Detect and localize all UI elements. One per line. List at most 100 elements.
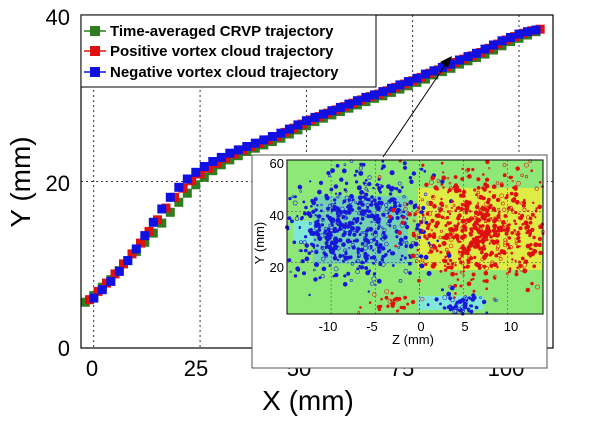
data-point-negative [225,148,235,158]
inset-negative-vortex-dot [294,216,299,221]
inset-positive-vortex-dot [511,179,514,183]
inset-positive-vortex-dot [498,256,503,261]
inset-plot-frame [286,159,544,315]
inset-negative-vortex-dot [399,258,403,261]
inset-positive-vortex-dot [524,175,529,179]
inset-positive-vortex-dot [472,289,476,293]
inset-negative-vortex-dot [364,197,368,201]
inset-negative-vortex-dot [313,277,318,282]
inset-negative-vortex-dot [413,241,419,247]
inset-negative-vortex-dot [291,195,295,198]
inset-positive-vortex-dot [518,245,521,248]
inset-positive-vortex-dot [495,247,500,251]
inset-negative-vortex-dot [386,184,391,189]
inset-positive-vortex-dot [496,266,499,269]
inset-positive-vortex-dot [480,257,485,262]
inset-positive-vortex-dot [525,243,531,249]
inset-negative-vortex-dot [357,206,362,211]
inset-positive-vortex-dot [428,200,434,206]
inset-negative-vortex-dot [378,184,383,189]
inset-negative-vortex-dot [368,209,372,213]
inset-positive-vortex-dot [397,230,402,236]
inset-positive-vortex-dot [510,231,515,235]
inset-negative-vortex-dot [314,250,319,254]
inset-positive-vortex-dot [476,230,479,233]
inset-positive-vortex-dot [492,275,495,279]
inset-negative-vortex-dot [338,225,342,229]
inset-negative-vortex-dot [304,235,308,239]
inset-positive-vortex-dot [503,240,508,245]
inset-negative-vortex-dot [408,254,411,257]
inset-positive-vortex-dot [473,216,477,220]
inset-positive-vortex-dot [528,234,532,238]
data-point-negative [506,33,515,42]
data-point-negative [310,112,320,122]
inset-positive-vortex-dot [530,228,534,232]
inset-negative-vortex-dot [374,258,378,262]
inset-negative-vortex-dot [348,204,353,209]
inset-positive-vortex-dot [455,272,458,276]
inset-positive-vortex-dot [517,212,521,215]
inset-negative-vortex-dot [365,270,371,276]
inset-negative-vortex-dot [299,240,303,244]
inset-negative-vortex-dot [391,197,396,201]
data-point-negative [259,135,269,145]
inset-positive-vortex-dot [446,176,450,180]
inset-negative-vortex-dot [381,246,386,251]
inset-negative-vortex-dot [420,167,424,171]
inset-positive-vortex-dot [518,226,523,231]
inset-negative-vortex-dot [354,201,358,204]
inset-negative-vortex-dot [449,285,455,291]
inset-positive-vortex-dot [384,289,390,294]
inset-positive-vortex-dot [386,304,390,308]
inset-negative-vortex-dot [362,231,366,235]
inset-positive-vortex-dot [519,266,525,272]
inset-positive-vortex-dot [476,190,480,194]
inset-negative-vortex-dot [288,197,292,201]
inset-cyan-patch [293,221,313,243]
inset-positive-vortex-dot [471,167,475,172]
inset-negative-vortex-dot [309,180,312,183]
data-point-negative [106,276,116,286]
inset-positive-vortex-dot [466,281,472,287]
inset-positive-vortex-dot [484,279,489,284]
data-point-negative [463,52,473,62]
inset-negative-vortex-dot [398,237,404,243]
inset-positive-vortex-dot [505,226,511,231]
data-point-negative [174,182,184,192]
inset-negative-vortex-dot [388,249,392,252]
inset-x-axis-label: Z (mm) [392,332,434,347]
inset-negative-vortex-dot [408,176,413,180]
data-point-negative [531,25,541,35]
inset-negative-vortex-dot [298,226,301,230]
inset-positive-vortex-dot [516,266,520,270]
inset-positive-vortex-dot [530,212,535,217]
inset-positive-vortex-dot [456,222,460,226]
inset-positive-vortex-dot [492,223,498,229]
inset-negative-vortex-dot [371,276,377,282]
inset-negative-vortex-dot [330,208,334,211]
inset-positive-vortex-dot [441,241,447,247]
inset-positive-vortex-dot [474,242,478,246]
inset-negative-vortex-dot [296,215,299,218]
inset-negative-vortex-dot [370,281,375,286]
inset-positive-vortex-dot [432,232,437,237]
inset-x-tick-label: 5 [461,319,468,334]
inset-negative-vortex-dot [356,216,360,221]
data-point-negative [97,285,107,295]
inset-positive-vortex-dot [414,259,419,263]
legend-box [80,14,377,88]
inset-negative-vortex-dot [358,200,363,205]
data-point-negative [276,128,286,138]
inset-positive-vortex-dot [483,252,489,258]
inset-negative-vortex-dot [335,218,340,223]
inset-positive-vortex-dot [515,269,518,273]
inset-negative-vortex-dot [290,219,294,224]
inset-negative-vortex-dot [331,248,336,252]
inset-negative-vortex-dot [325,214,330,218]
inset-positive-vortex-dot [517,216,522,220]
inset-positive-vortex-dot [442,186,445,189]
inset-negative-vortex-dot [301,271,306,276]
inset-negative-vortex-dot [372,198,377,203]
data-point-negative [123,256,133,266]
